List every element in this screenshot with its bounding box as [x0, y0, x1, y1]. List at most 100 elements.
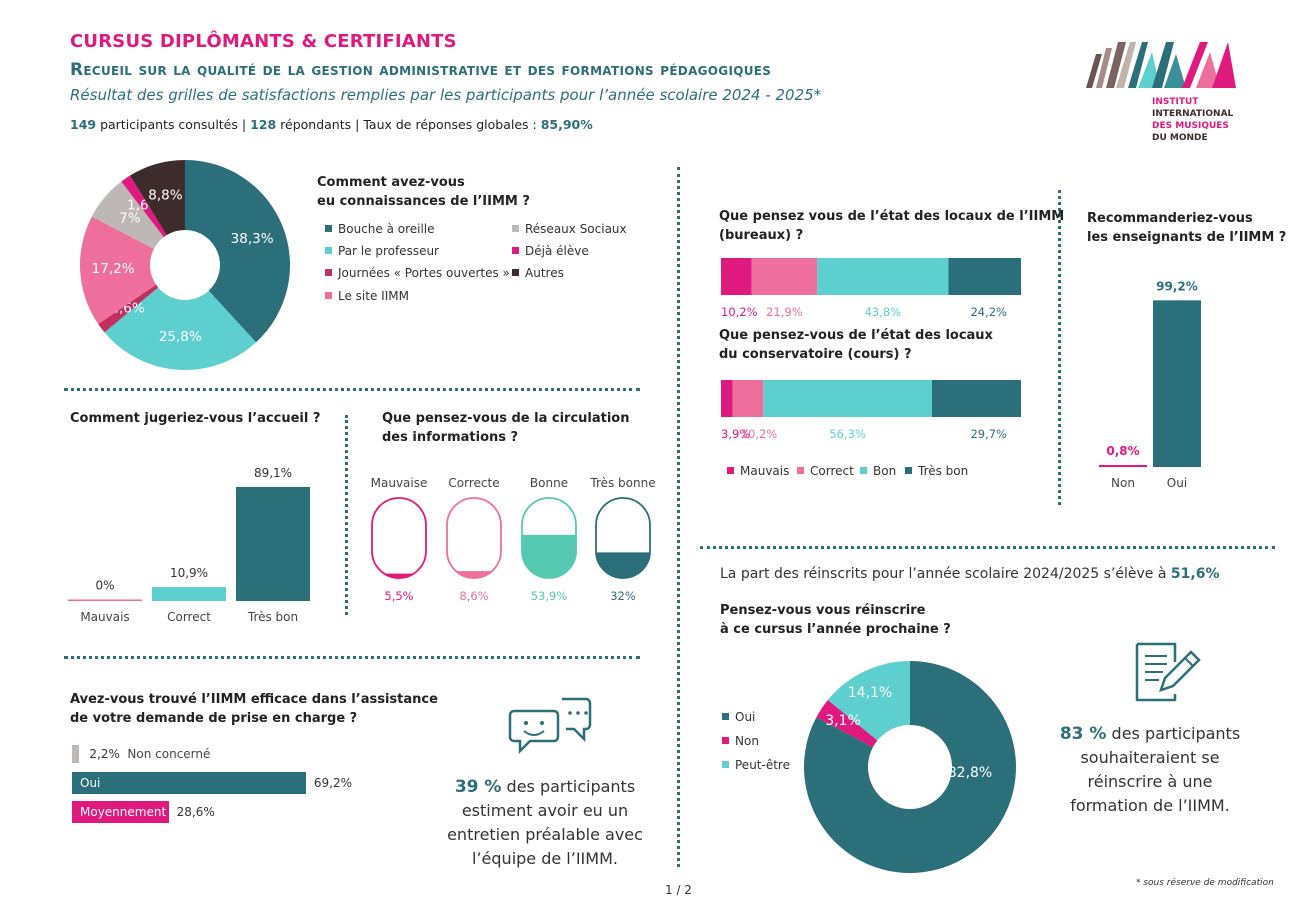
pill-fill-correcte — [447, 571, 501, 578]
legend-label: Journées « Portes ouvertes » — [338, 266, 510, 280]
wish-summary: 83 % des participants souhaiteraient se … — [1050, 722, 1250, 818]
consulted-label: participants consultés — [100, 117, 238, 132]
reenrolled-text: La part des réinscrits pour l’année scol… — [720, 566, 1167, 582]
legend-label: Par le professeur — [338, 244, 439, 258]
page-title: CURSUS DIPLÔMANTS & CERTIFIANTS — [70, 31, 457, 52]
bar-tres-bon — [236, 486, 310, 601]
bar-correct — [152, 587, 226, 601]
rate-label: Taux de réponses globales : — [363, 117, 537, 132]
page-number: 1 / 2 — [665, 883, 692, 897]
legend-swatch — [905, 467, 912, 474]
question-line: à ce cursus l’année prochaine ? — [720, 622, 951, 637]
legend-swatch — [325, 269, 332, 276]
legend-item-bon: Bon — [860, 464, 896, 478]
legend-label: Déjà élève — [525, 244, 589, 258]
question-line: Que pensez vous de l’état des locaux de … — [719, 209, 1065, 224]
legend-item-le-site-iimm: Le site IIMM — [325, 289, 409, 303]
segment-bon — [763, 380, 932, 417]
offices-question: Que pensez vous de l’état des locaux de … — [719, 207, 1064, 245]
slice-label: 82,8% — [948, 765, 992, 781]
legend-label: Peut-être — [735, 758, 790, 772]
legend-label: Très bon — [918, 464, 969, 478]
segment-tres-bon — [948, 258, 1021, 295]
bar-value-label: 0% — [95, 579, 114, 593]
segment-value-label: 10,2% — [721, 305, 758, 319]
summary-line: 39 % des participants — [440, 775, 650, 799]
summary-line: formation de l’IIMM. — [1070, 796, 1230, 815]
slice-bouche-a-oreille — [185, 160, 290, 343]
slice-label: 8,8% — [148, 188, 182, 204]
question-line: des informations ? — [382, 430, 519, 445]
bar-category-label: Correct — [167, 610, 211, 624]
pill-outline — [371, 497, 427, 579]
pill-fill-tres-bonne — [596, 552, 650, 578]
logo-line: DU MONDE — [1152, 133, 1208, 143]
knowledge-legend: Bouche à oreille Réseaux Sociaux Par le pr… — [325, 222, 645, 322]
legend-label: Bouche à oreille — [338, 222, 435, 236]
legend-item-oui: Oui — [722, 710, 755, 724]
legend-swatch — [722, 737, 729, 744]
question-line: les enseignants de l’IIMM ? — [1087, 230, 1287, 245]
summary-line: 83 % des participants — [1050, 722, 1250, 746]
interview-percent: 39 % — [454, 777, 502, 797]
segment-value-label: 24,2% — [970, 305, 1007, 319]
slice-label: 7% — [119, 211, 141, 227]
iimm-logo: INSTITUT INTERNATIONAL DES MUSIQUES DU M… — [1082, 38, 1242, 153]
logo-line: DES MUSIQUES — [1152, 121, 1229, 131]
footnote: * sous réserve de modification — [1136, 878, 1274, 888]
slice-label: 14,1% — [848, 685, 892, 701]
legend-swatch — [512, 225, 519, 232]
slice-label: 3,1% — [825, 713, 861, 729]
welcome-question: Comment jugeriez-vous l’accueil ? — [70, 411, 321, 426]
offices-stacked-bar: 10,2% 21,9% 43,8% 24,2% — [721, 258, 1021, 319]
segment-value-label: 43,8% — [865, 305, 902, 319]
teachers-bar-chart: 0,8% Non 99,2% Oui — [1099, 279, 1201, 490]
page-subtitle: Recueil sur la qualité de la gestion adm… — [70, 60, 772, 80]
legend-label: Correct — [810, 464, 854, 478]
pill-value-label: 53,9% — [531, 589, 568, 603]
legend-swatch — [797, 467, 804, 474]
conservatory-stacked-bar: 3,9%10,2% 56,3% 29,7% — [721, 380, 1021, 441]
reenroll-donut-chart: 82,8% 3,1% 14,1% — [804, 661, 1016, 873]
slice-autres — [130, 160, 185, 236]
question-line: Recommanderiez-vous — [1087, 211, 1253, 226]
welcome-bar-chart: 0% Mauvais 10,9% Correct 89,1% Très bon — [68, 466, 310, 624]
hbar-category-label: Moyennement — [80, 805, 167, 819]
assistance-bar-chart: 2,2% Non concerné 69,2% Oui 28,6% Moyennement — [72, 743, 432, 833]
legend-swatch — [512, 269, 519, 276]
question-line: Comment avez-vous — [317, 175, 465, 190]
bar-non — [1099, 465, 1147, 467]
slice-journees-portes-ouvertes — [98, 284, 159, 333]
bar-category-label: Non — [1111, 476, 1135, 490]
reenroll-question: Pensez-vous vous réinscrire à ce cursus … — [720, 601, 951, 639]
logo-line: INSTITUT — [1152, 97, 1199, 107]
logo-text: INSTITUT INTERNATIONAL DES MUSIQUES DU M… — [1152, 96, 1233, 144]
legend-item-journees-portes-ouvertes: Journées « Portes ouvertes » — [325, 266, 510, 280]
slice-le-site-iimm — [80, 216, 157, 324]
section-divider — [700, 546, 1275, 549]
information-pill-chart: Mauvaise 5,5% Correcte 8,6% Bonne 53,9% Très b… — [371, 476, 656, 603]
segment-mauvais — [721, 258, 752, 295]
segment-value-label: 56,3% — [829, 427, 866, 441]
slice-reseaux-sociaux — [91, 181, 164, 249]
summary-line: souhaiteraient se — [1080, 748, 1220, 767]
premises-legend: Mauvais Correct Bon Très bon — [727, 464, 1047, 482]
pill-category-label: Très bonne — [589, 476, 655, 490]
section-divider — [1058, 190, 1061, 505]
bar-value-label: 89,1% — [254, 466, 292, 480]
bar-value-label: 99,2% — [1156, 279, 1198, 293]
pill-outline — [446, 497, 502, 579]
bar-category-label: Mauvais — [80, 610, 129, 624]
segment-correct — [732, 380, 764, 417]
question-line: Que pensez-vous de la circulation — [382, 411, 630, 426]
slice-label: 17,2% — [92, 261, 135, 277]
bar-value-label: 10,9% — [170, 566, 208, 580]
segment-bon — [817, 258, 949, 295]
slice-label: 38,3% — [231, 231, 274, 247]
legend-swatch — [722, 761, 729, 768]
question-line: Pensez-vous vous réinscrire — [720, 603, 926, 618]
legend-swatch — [512, 247, 519, 254]
page-description: Résultat des grilles de satisfactions re… — [70, 86, 822, 104]
legend-item-bouche-a-oreille: Bouche à oreille — [325, 222, 435, 236]
information-question: Que pensez-vous de la circulation des in… — [382, 409, 630, 447]
